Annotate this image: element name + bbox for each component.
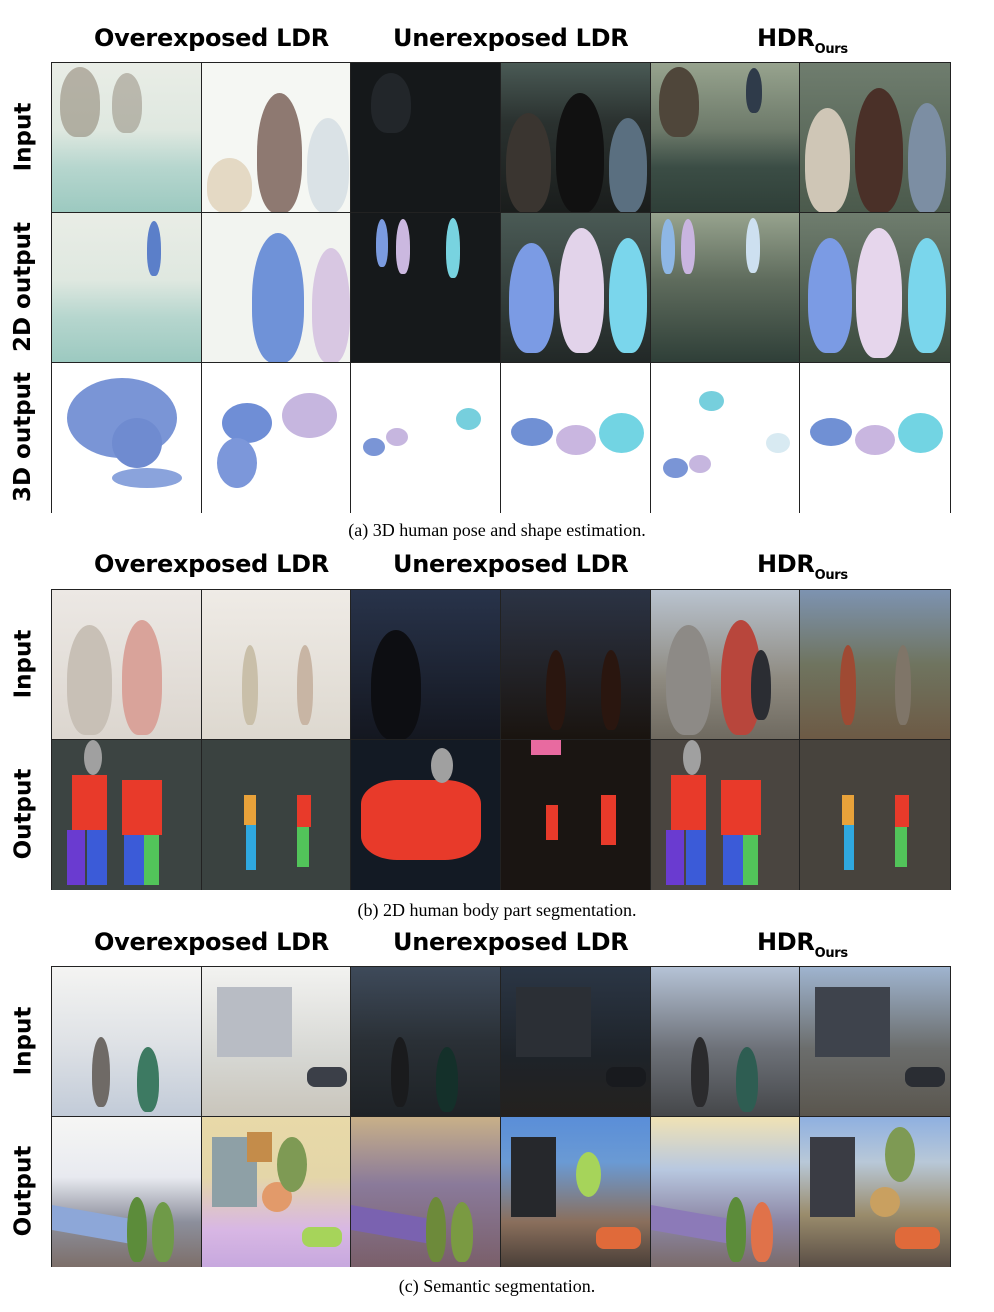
image-cell [52, 213, 202, 363]
column-header-hdr: HDROurs [757, 928, 848, 961]
grid-a-3d [51, 362, 951, 513]
image-cell [351, 363, 501, 513]
image-cell [650, 363, 801, 513]
section-a: Overexposed LDR Unerexposed LDR HDROurs … [0, 0, 994, 550]
image-cell [201, 63, 352, 213]
image-cell [501, 63, 651, 213]
image-cell [52, 590, 202, 740]
row-label-input: Input [10, 1006, 37, 1076]
image-cell [52, 740, 202, 890]
image-cell [201, 740, 352, 890]
image-cell [501, 1117, 651, 1267]
row-label-input: Input [10, 629, 37, 699]
grid-a-input [51, 62, 951, 213]
image-cell [650, 63, 801, 213]
image-cell [201, 1117, 352, 1267]
image-cell [201, 213, 352, 363]
caption-b: (b) 2D human body part segmentation. [357, 900, 637, 920]
image-cell [650, 1117, 801, 1267]
image-cell [52, 1117, 202, 1267]
image-cell [800, 63, 950, 213]
image-cell [52, 363, 202, 513]
image-cell [650, 740, 801, 890]
caption-a: (a) 3D human pose and shape estimation. [348, 520, 646, 540]
image-cell [52, 63, 202, 213]
grid-c-output [51, 1116, 951, 1267]
column-header-overexposed: Overexposed LDR [94, 24, 329, 52]
grid-a-2d [51, 212, 951, 363]
grid-b-input [51, 589, 951, 740]
grid-c-input [51, 966, 951, 1117]
image-cell [800, 967, 950, 1117]
grid-b-output [51, 739, 951, 890]
image-cell [800, 363, 950, 513]
image-cell [501, 213, 651, 363]
caption-c: (c) Semantic segmentation. [398, 1276, 596, 1296]
image-cell [501, 590, 651, 740]
row-label-input: Input [10, 102, 37, 172]
column-header-underexposed: Unerexposed LDR [393, 24, 629, 52]
image-cell [800, 740, 950, 890]
image-cell [501, 363, 651, 513]
image-cell [351, 967, 501, 1117]
image-cell [201, 363, 352, 513]
row-label-2d-output: 2D output [10, 221, 37, 353]
column-header-underexposed: Unerexposed LDR [393, 928, 629, 956]
image-cell [650, 590, 801, 740]
image-cell [351, 213, 501, 363]
image-cell [351, 740, 501, 890]
image-cell [800, 1117, 950, 1267]
image-cell [800, 213, 950, 363]
image-cell [351, 63, 501, 213]
row-label-output: Output [10, 1145, 37, 1237]
image-cell [800, 590, 950, 740]
image-cell [501, 740, 651, 890]
image-cell [201, 967, 352, 1117]
column-header-underexposed: Unerexposed LDR [393, 550, 629, 578]
column-header-overexposed: Overexposed LDR [94, 928, 329, 956]
image-cell [351, 590, 501, 740]
image-cell [52, 967, 202, 1117]
section-c: Overexposed LDR Unerexposed LDR HDROurs … [0, 928, 994, 1312]
image-cell [351, 1117, 501, 1267]
image-cell [201, 590, 352, 740]
column-header-hdr: HDROurs [757, 24, 848, 57]
image-cell [650, 967, 801, 1117]
row-label-output: Output [10, 768, 37, 860]
image-cell [650, 213, 801, 363]
column-header-overexposed: Overexposed LDR [94, 550, 329, 578]
image-cell [501, 967, 651, 1117]
section-b: Overexposed LDR Unerexposed LDR HDROurs … [0, 550, 994, 930]
column-header-hdr: HDROurs [757, 550, 848, 583]
row-label-3d-output: 3D output [10, 371, 37, 503]
